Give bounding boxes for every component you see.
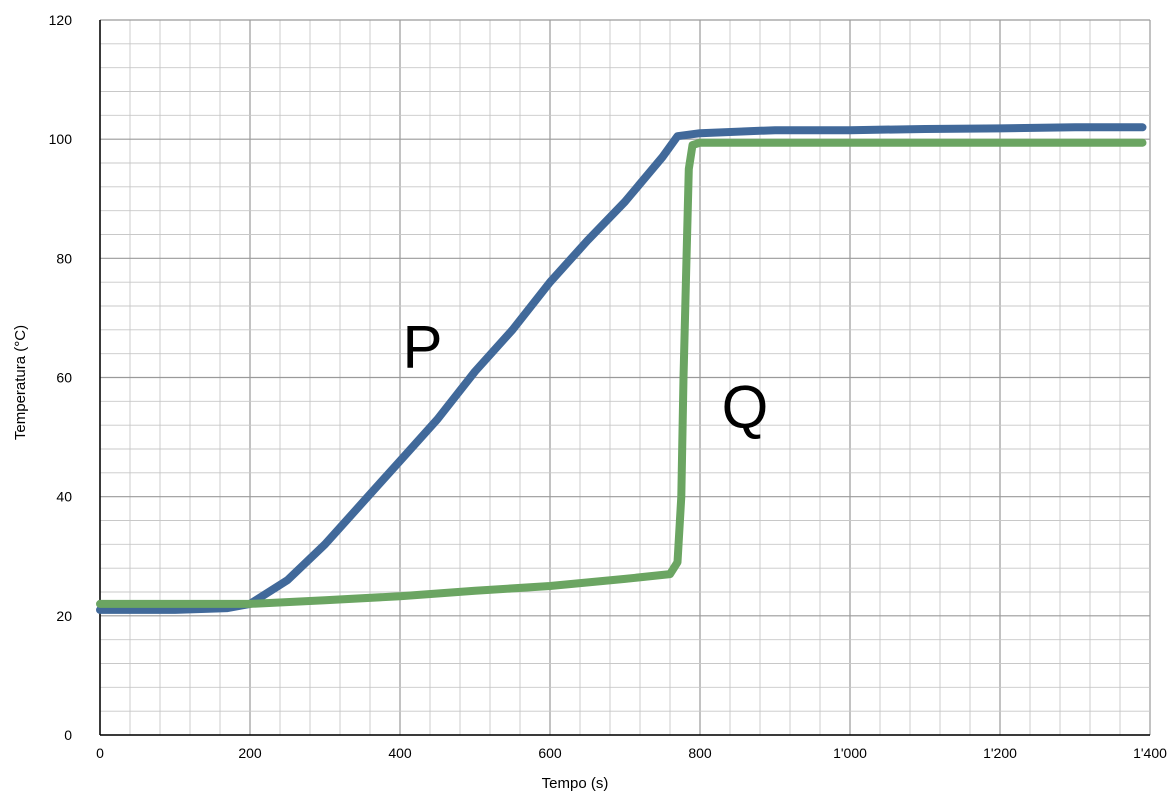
y-tick-label: 120 [49,12,73,28]
y-tick-label: 100 [49,131,73,147]
y-tick-label: 40 [56,489,72,505]
x-tick-label: 200 [238,745,262,761]
y-axis-title: Temperatura (°C) [12,325,29,440]
chart-series [96,123,1147,614]
x-axis-title: Tempo (s) [542,775,609,792]
y-tick-label: 80 [56,250,72,266]
x-tick-label: 400 [388,745,412,761]
series-line-p [96,123,1147,614]
chart-tick-labels: 0 200 400 600 800 1'000 1'200 1'400 0 20 40 60 80 100… [49,12,1167,761]
x-tick-label: 1'000 [833,745,867,761]
chart-grid [99,19,1151,736]
x-tick-label: 600 [538,745,562,761]
y-tick-label: 60 [56,370,72,386]
series-line-q [96,138,1147,608]
x-tick-label: 0 [96,745,104,761]
x-tick-label: 800 [688,745,712,761]
chart-axes [99,20,1150,736]
y-tick-label: 20 [56,608,72,624]
y-tick-label: 0 [64,727,72,743]
x-tick-label: 1'200 [983,745,1017,761]
series-annotation-p: P [402,314,442,381]
chart-annotations: PQ [402,314,768,441]
series-annotation-q: Q [722,373,769,440]
x-tick-label: 1'400 [1133,745,1167,761]
